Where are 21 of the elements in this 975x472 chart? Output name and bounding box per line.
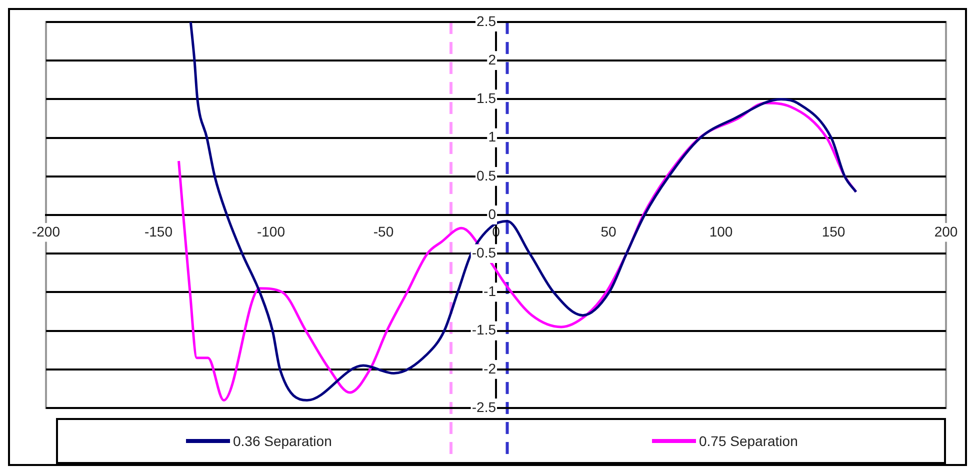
- legend-label: 0.75 Separation: [699, 433, 798, 449]
- y-tick-label: -0.5: [472, 244, 496, 260]
- x-tick-label: 150: [822, 223, 846, 240]
- x-tick-label: -150: [144, 223, 173, 240]
- y-tick-label: 1: [488, 128, 496, 145]
- y-tick-label: 1.5: [476, 90, 496, 106]
- y-tick-label: 2: [488, 51, 496, 68]
- y-tick-label: 0: [488, 206, 496, 222]
- y-tick-label: -1: [484, 283, 496, 300]
- x-tick-label: 200: [934, 223, 958, 240]
- y-tick-label: -1.5: [472, 322, 496, 338]
- y-tick-label: -2.5: [472, 398, 496, 415]
- x-tick-label: 100: [709, 223, 733, 240]
- y-tick-label: 2.5: [476, 12, 496, 29]
- x-tick-label: -100: [256, 223, 286, 240]
- y-tick-label: -2: [484, 360, 496, 376]
- x-tick-label: -200: [32, 223, 60, 240]
- legend-label: 0.36 Separation: [233, 433, 332, 449]
- x-tick-label: -50: [373, 223, 394, 240]
- y-tick-label: 0.5: [476, 167, 496, 184]
- x-tick-label: 50: [600, 223, 616, 240]
